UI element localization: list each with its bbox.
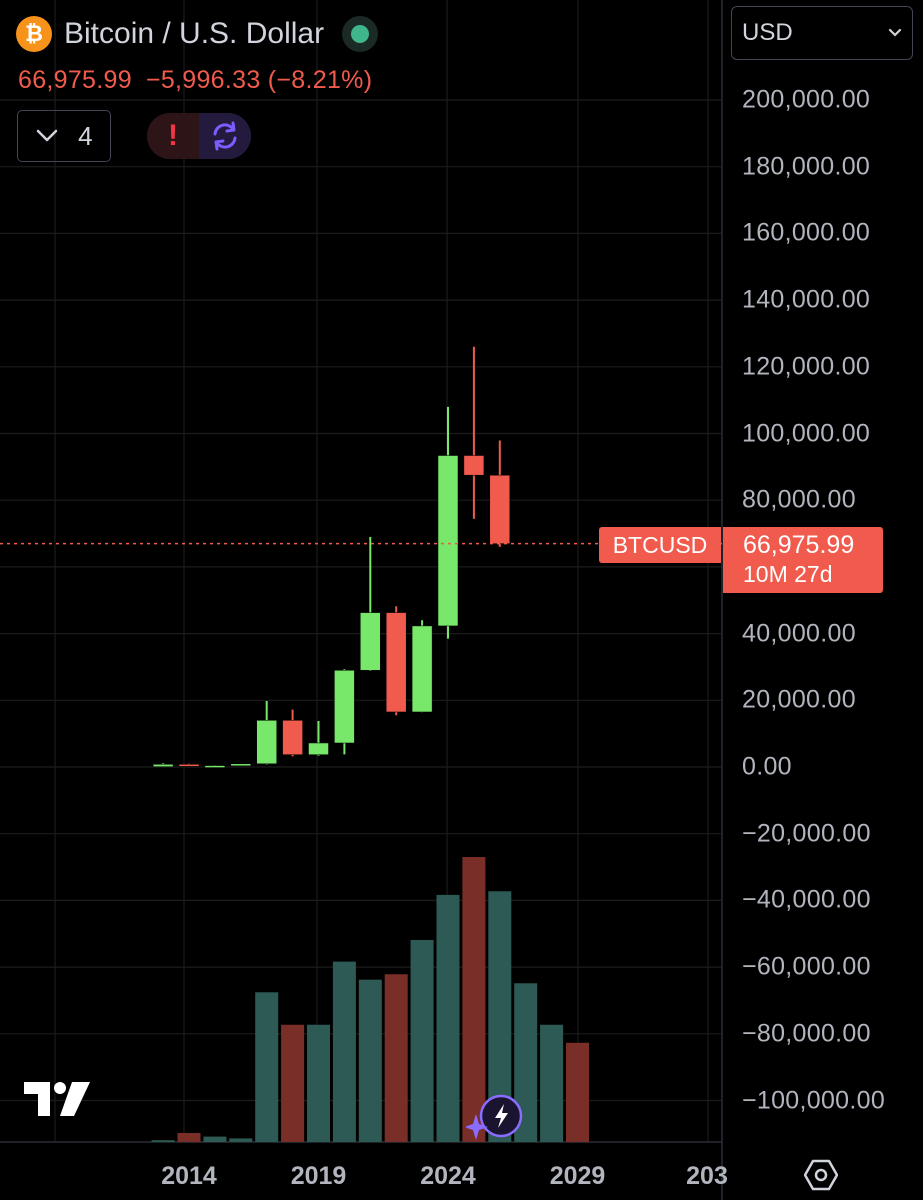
- volume-bar: [255, 992, 279, 1142]
- currency-value: USD: [742, 19, 793, 46]
- alert-exclamation-icon: !: [168, 119, 178, 152]
- candle: [230, 763, 252, 767]
- time-axis-label: 203: [686, 1162, 728, 1190]
- candle-body: [282, 720, 303, 755]
- volume-bar: [229, 1138, 253, 1142]
- tradingview-logo[interactable]: [24, 1082, 92, 1116]
- candle-body: [178, 764, 200, 767]
- volume-bar: [177, 1132, 201, 1142]
- price-axis-label: 80,000.00: [742, 485, 856, 514]
- candle: [308, 720, 329, 756]
- candle: [256, 700, 277, 765]
- indicators-toggle-button[interactable]: 4: [17, 110, 111, 162]
- volume-bar: [384, 974, 408, 1142]
- data-status-pill[interactable]: !: [147, 113, 251, 159]
- data-problem-button[interactable]: !: [147, 113, 199, 159]
- candle-body: [256, 720, 277, 765]
- price-series: [152, 346, 511, 768]
- indicators-count: 4: [78, 120, 93, 151]
- volume-bar: [332, 961, 356, 1142]
- current-price-value: 66,975.99: [743, 531, 855, 559]
- volume-series: [151, 857, 589, 1142]
- market-open-dot: [351, 25, 370, 43]
- price-axis-label: 180,000.00: [742, 152, 871, 181]
- currency-select[interactable]: USD: [731, 6, 913, 60]
- sync-button[interactable]: [199, 113, 251, 159]
- candle: [385, 606, 407, 716]
- candle: [360, 536, 381, 671]
- market-status-indicator: [342, 16, 379, 52]
- time-axis-label: 2014: [161, 1162, 217, 1190]
- volume-bar: [514, 983, 538, 1142]
- settings-hexagon-icon[interactable]: [804, 1158, 838, 1192]
- candle-body: [360, 612, 381, 671]
- symbol-header[interactable]: ₿ Bitcoin / U.S. Dollar: [16, 14, 379, 54]
- price-axis-label: 0.00: [742, 752, 792, 781]
- candle: [437, 406, 459, 639]
- symbol-price-tag: BTCUSD: [599, 527, 721, 563]
- volume-bar: [566, 1042, 589, 1142]
- volume-bar: [203, 1136, 227, 1142]
- time-axis-label: 2024: [420, 1162, 476, 1190]
- price-axis-label: −40,000.00: [742, 885, 871, 914]
- lightning-icon[interactable]: [466, 1094, 526, 1144]
- chevron-down-icon: [37, 129, 58, 142]
- candle: [178, 763, 200, 767]
- price-axis-label: −20,000.00: [742, 819, 871, 848]
- candle-body: [489, 474, 511, 544]
- price-axis-label: −80,000.00: [742, 1019, 871, 1048]
- current-price-tag: 66,975.99 10M 27d: [723, 527, 883, 593]
- volume-bar: [410, 939, 434, 1142]
- candle: [152, 763, 174, 767]
- candle: [463, 346, 485, 519]
- sync-icon: [213, 121, 237, 151]
- candle-body: [230, 763, 252, 767]
- price-axis-label: −60,000.00: [742, 952, 871, 981]
- candle-body: [385, 612, 407, 713]
- candle-body: [204, 765, 226, 768]
- candle-body: [152, 764, 174, 767]
- volume-bar: [151, 1140, 175, 1142]
- volume-bar: [307, 1024, 330, 1142]
- candle: [204, 765, 226, 768]
- price-axis-label: 140,000.00: [742, 285, 871, 314]
- candle-body: [334, 670, 355, 744]
- price-axis-label: 20,000.00: [742, 685, 856, 714]
- price-axis-label: 200,000.00: [742, 85, 871, 114]
- price-summary: 66,975.99 −5,996.33 (−8.21%): [18, 66, 372, 95]
- volume-bar: [462, 857, 486, 1142]
- last-price: 66,975.99: [18, 66, 132, 94]
- price-axis-label: −100,000.00: [742, 1086, 886, 1114]
- volume-bar: [488, 891, 512, 1142]
- chevron-down-icon: [888, 28, 902, 37]
- volume-bar: [436, 894, 460, 1142]
- price-axis-label: 40,000.00: [742, 619, 856, 648]
- volume-bar: [281, 1024, 305, 1142]
- symbol-title: Bitcoin / U.S. Dollar: [64, 17, 325, 50]
- price-axis-label: 160,000.00: [742, 218, 871, 247]
- bitcoin-logo: ₿: [16, 16, 52, 52]
- volume-bar: [358, 979, 382, 1142]
- price-axis-label: 120,000.00: [742, 352, 871, 381]
- chart-grid: [0, 0, 723, 1200]
- candle: [411, 620, 433, 713]
- candle-body: [308, 742, 329, 755]
- candle-body: [437, 455, 459, 627]
- candle: [489, 440, 511, 547]
- volume-bar: [540, 1024, 564, 1142]
- candle-body: [411, 625, 433, 713]
- time-axis-label: 2019: [290, 1162, 347, 1190]
- time-axis-label: 2029: [549, 1162, 606, 1190]
- price-change: −5,996.33 (−8.21%): [145, 66, 373, 94]
- candle-body: [463, 455, 485, 476]
- candle: [334, 669, 355, 755]
- price-axis-label: 100,000.00: [742, 419, 871, 447]
- candle: [282, 709, 303, 757]
- bar-countdown: 10M 27d: [743, 561, 833, 587]
